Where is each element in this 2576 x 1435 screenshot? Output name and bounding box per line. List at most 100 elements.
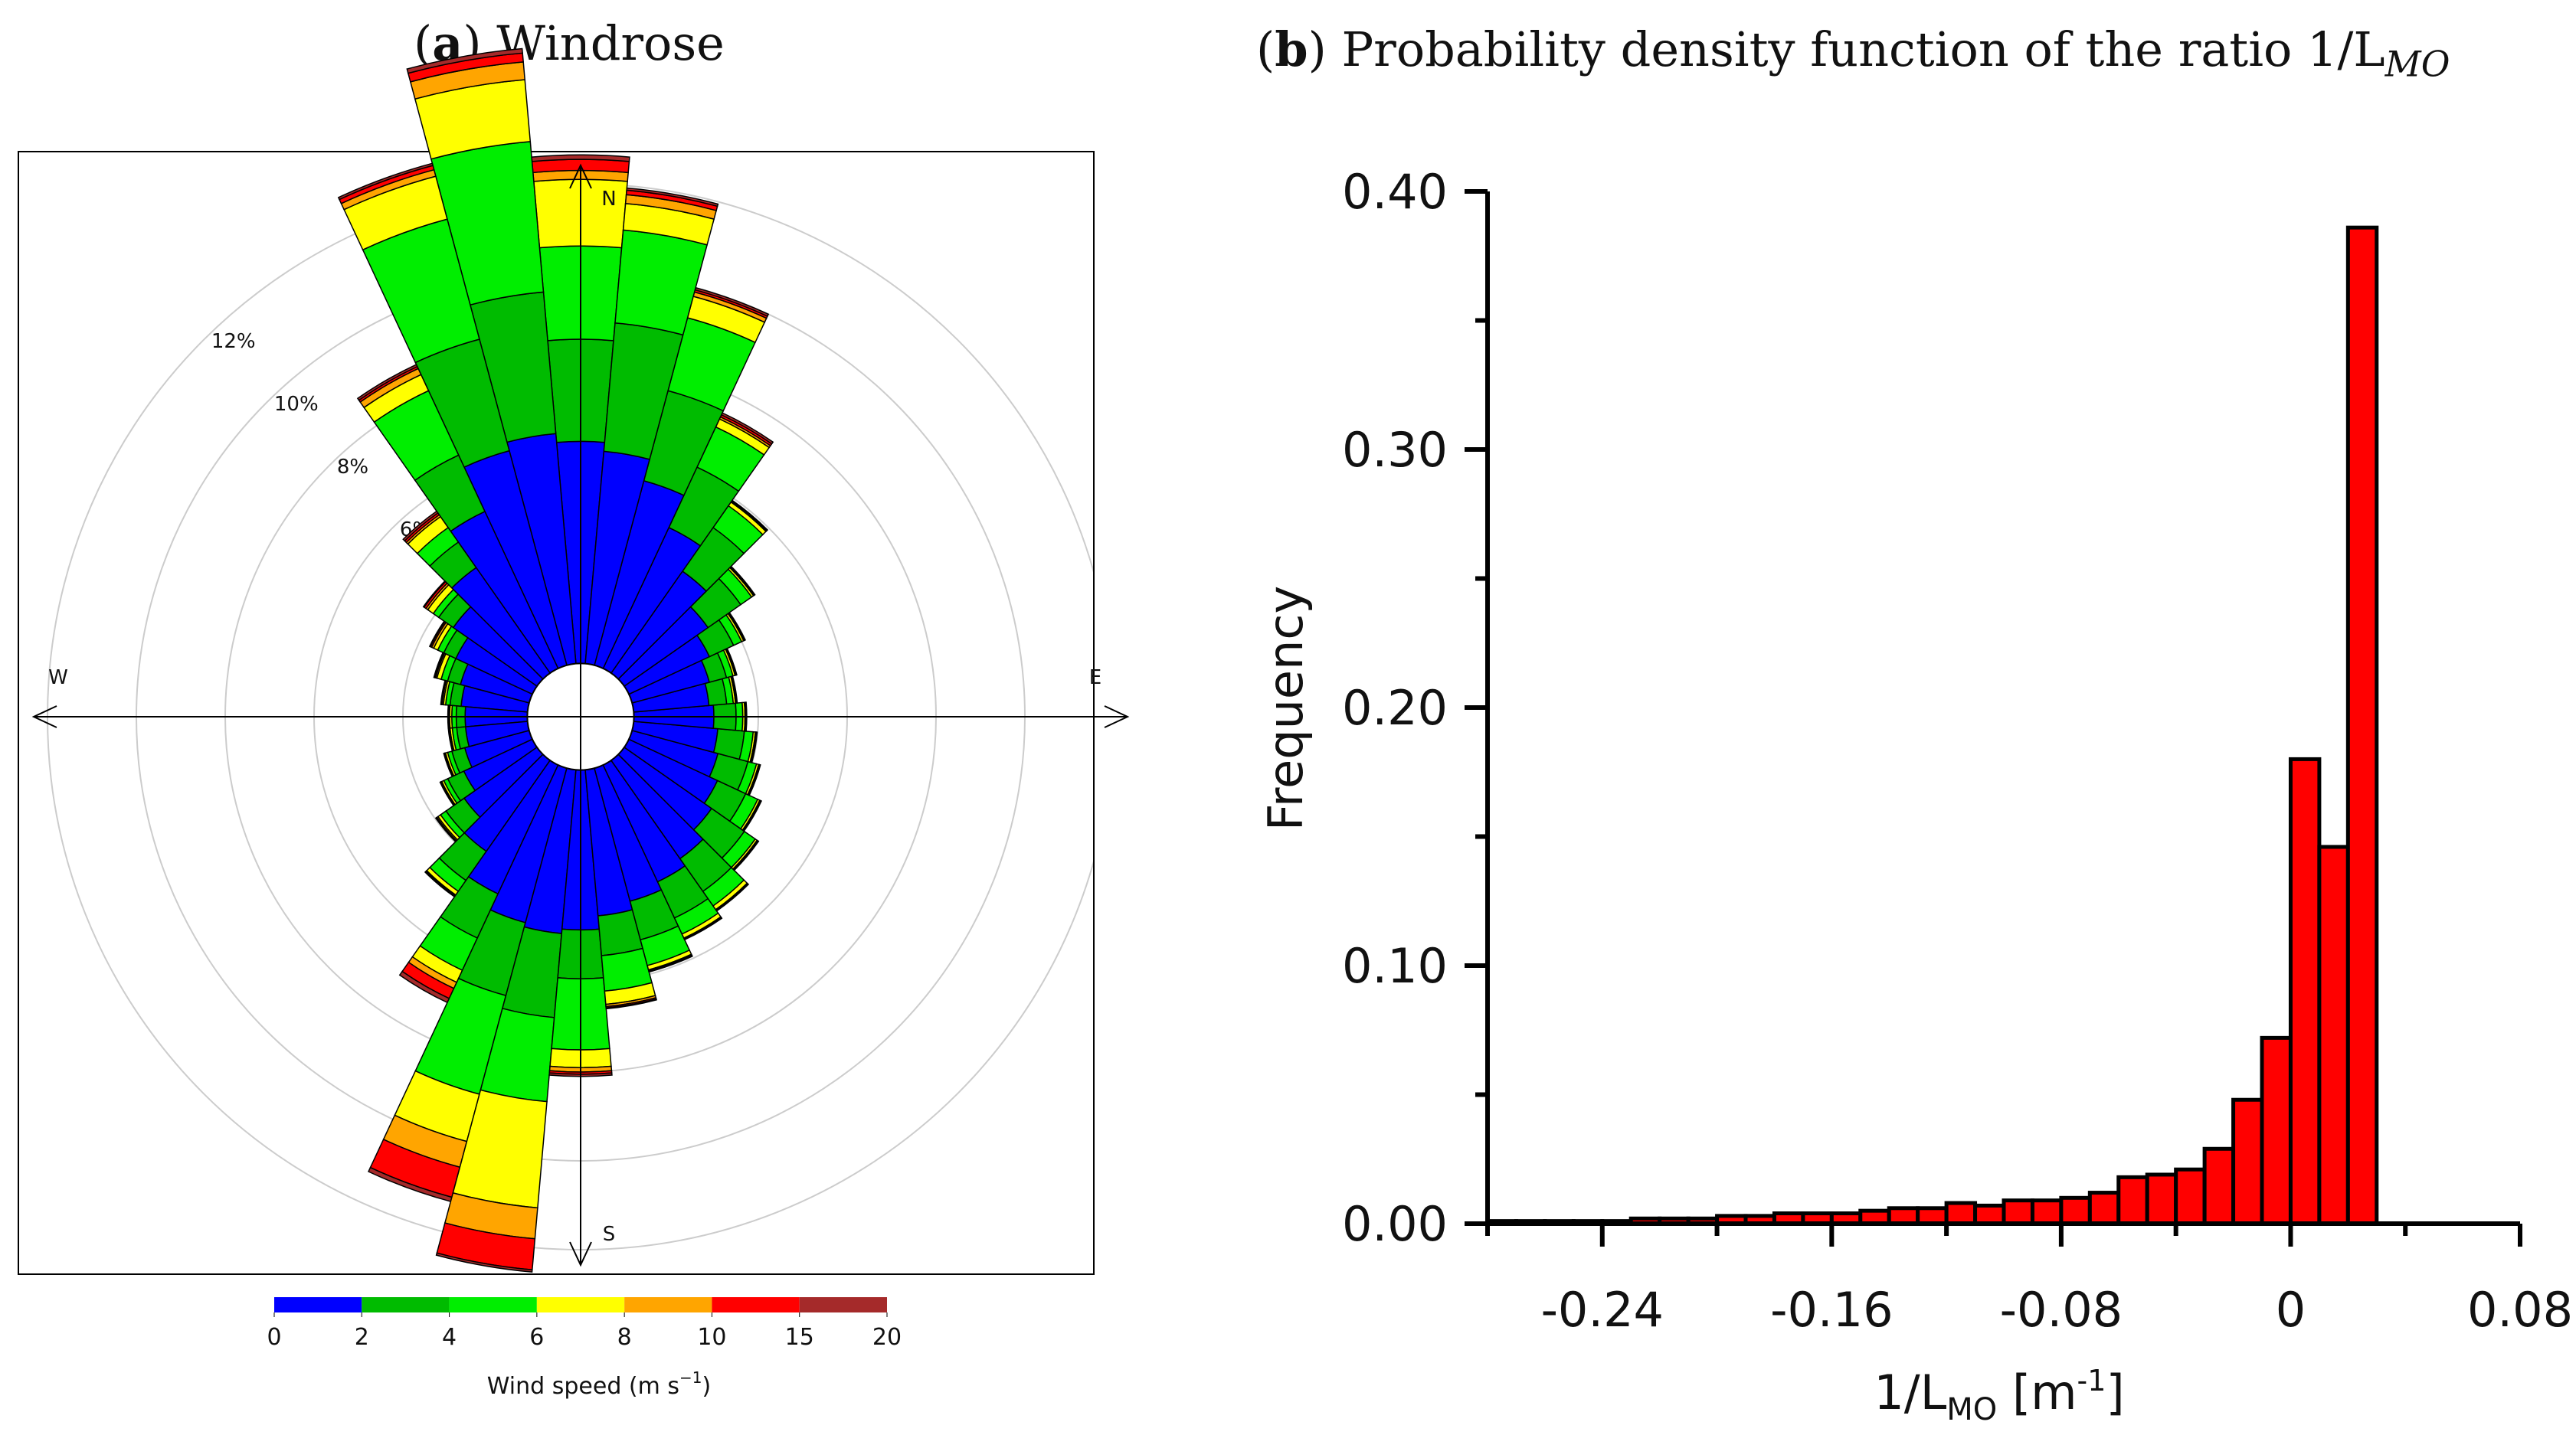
histogram-bar	[2260, 1035, 2293, 1226]
histogram-bar	[2087, 1191, 2121, 1226]
colorbar-tick-label-6: 15	[785, 1324, 814, 1351]
sector-100-bin-6	[751, 731, 758, 763]
sector-20-bin-6	[694, 286, 770, 317]
colorbar-swatch-5	[712, 1297, 800, 1312]
colorbar-tick-label-3: 6	[529, 1324, 544, 1351]
sector-350-bin-6	[406, 47, 523, 74]
sector-120-bin-6	[742, 799, 763, 832]
histogram-bars	[1485, 225, 2379, 1226]
sector-130-bin-6	[733, 840, 760, 871]
sector-240-bin-6	[439, 781, 455, 807]
histogram-bar	[1944, 1201, 1978, 1226]
x-tick-label: 0.08	[2467, 1282, 2573, 1338]
colorbar-swatch-2	[449, 1297, 537, 1312]
sector-200-bin-6	[368, 1166, 453, 1202]
colorbar-swatch-1	[362, 1297, 450, 1312]
histogram-bar	[2288, 757, 2322, 1226]
sector-310-bin-6	[422, 580, 447, 608]
colorbar-tick-label-7: 20	[872, 1324, 902, 1351]
ring-label-12: 12%	[211, 330, 256, 353]
sector-260-bin-6	[447, 727, 453, 752]
west-arrowhead	[31, 705, 57, 728]
x-axis-label: 1/LMO [m-1]	[1874, 1364, 2124, 1427]
sector-210-bin-6	[398, 970, 450, 1004]
colorbar-tick-label-2: 4	[442, 1324, 457, 1351]
x-tick-label: -0.08	[2000, 1282, 2123, 1338]
sector-160-bin-6	[648, 955, 693, 973]
sector-70-bin-6	[725, 647, 738, 676]
histogram-bar	[2202, 1146, 2236, 1226]
histogram-ticks: 0.00 0.10 0.20 0.30 0.40 -0.24 -0.16 -0.08 0 0.08	[1342, 164, 2573, 1338]
histogram-bar	[1916, 1206, 1949, 1226]
sector-0-bin-6	[531, 154, 630, 162]
sector-30-bin-6	[720, 412, 774, 445]
x-tick-label: -0.16	[1770, 1282, 1893, 1338]
y-tick-label: 0.20	[1342, 680, 1448, 736]
histogram-bar	[2345, 225, 2379, 1226]
south-arrowhead	[569, 1241, 592, 1267]
sector-90-bin-6	[745, 701, 748, 732]
histogram-bar	[2059, 1195, 2092, 1226]
histogram-bar	[1973, 1203, 2006, 1226]
histogram-chart: 0.00 0.10 0.20 0.30 0.40 -0.24 -0.16 -0.08 0 0.08…	[1258, 164, 2573, 1427]
sector-280-bin-6	[440, 679, 447, 705]
x-tick-label: -0.24	[1541, 1282, 1664, 1338]
sector-290-bin-6	[433, 652, 445, 678]
y-axis-label: Frequency	[1258, 586, 1314, 831]
histogram-bar	[2030, 1198, 2064, 1226]
sector-230-bin-6	[434, 817, 457, 843]
windrose-axes	[31, 163, 1130, 1267]
colorbar-swatch-6	[799, 1297, 887, 1312]
windrose-sectors	[337, 47, 774, 1273]
sector-40-bin-6	[731, 499, 769, 531]
y-tick-label: 0.10	[1342, 938, 1448, 994]
wind-speed-colorbar: 0 2 4 6 8 10 15 20	[267, 1297, 902, 1351]
histogram-bar	[2116, 1175, 2149, 1226]
sector-140-bin-6	[715, 883, 750, 912]
ring-label-8: 8%	[337, 456, 368, 479]
ring-label-10: 10%	[274, 393, 319, 416]
compass-label-S: S	[603, 1223, 616, 1246]
compass-label-N: N	[601, 188, 616, 211]
colorbar-tick-label-4: 8	[617, 1324, 632, 1351]
colorbar-tick-label-5: 10	[697, 1324, 726, 1351]
sector-340-bin-6	[337, 162, 434, 201]
colorbar-tick-label-1: 2	[355, 1324, 369, 1351]
panel-a-title: (a) Windrose	[414, 15, 725, 71]
sector-110-bin-6	[748, 763, 761, 796]
histogram-bar	[1887, 1206, 1920, 1226]
east-arrowhead	[1104, 705, 1130, 728]
x-tick-label: 0	[2276, 1282, 2306, 1338]
compass-label-E: E	[1089, 666, 1101, 689]
sector-270-bin-6	[447, 704, 450, 729]
colorbar-swatch-4	[624, 1297, 712, 1312]
sector-330-bin-6	[356, 364, 418, 401]
sector-60-bin-6	[728, 611, 746, 641]
sector-50-bin-6	[729, 565, 756, 597]
sector-80-bin-6	[731, 675, 738, 704]
sector-220-bin-6	[424, 871, 456, 898]
sector-250-bin-6	[443, 752, 453, 778]
windrose-compass-labels: N E S W	[48, 188, 1101, 1246]
sector-320-bin-6	[402, 510, 439, 542]
sector-300-bin-6	[428, 620, 446, 648]
histogram-bar	[2174, 1167, 2207, 1226]
y-tick-label: 0.30	[1342, 422, 1448, 478]
sector-190-bin-6	[435, 1252, 533, 1273]
sector-10-bin-6	[626, 187, 719, 208]
histogram-bar	[2145, 1172, 2178, 1226]
histogram-bar	[2317, 845, 2350, 1226]
colorbar-tick-label-0: 0	[267, 1324, 281, 1351]
sector-150-bin-6	[683, 917, 723, 941]
colorbar-label: Wind speed (m s−1)	[487, 1368, 711, 1400]
y-tick-label: 0.40	[1342, 164, 1448, 220]
compass-label-W: W	[48, 666, 68, 689]
colorbar-swatch-3	[536, 1297, 625, 1312]
colorbar-swatch-0	[274, 1297, 362, 1312]
y-tick-label: 0.00	[1342, 1196, 1448, 1252]
histogram-bar	[2002, 1198, 2034, 1226]
sector-170-bin-6	[605, 998, 657, 1010]
north-arrowhead	[569, 163, 592, 189]
histogram-bar	[2231, 1097, 2264, 1226]
